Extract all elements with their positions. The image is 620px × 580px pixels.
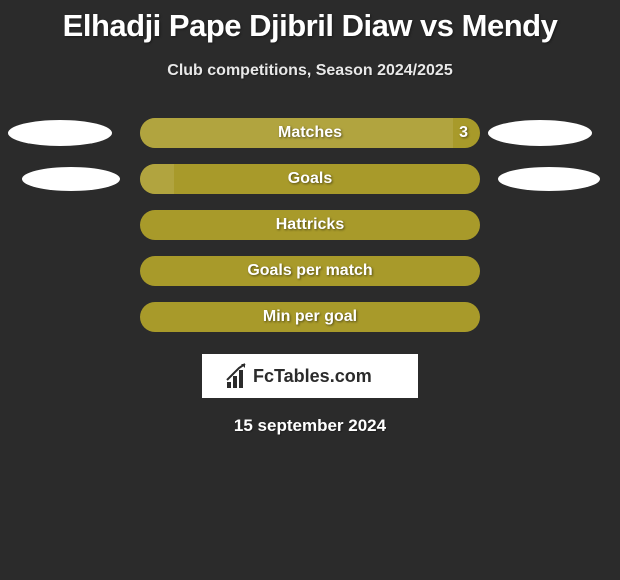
stat-label: Matches — [278, 124, 342, 142]
branding-badge: FcTables.com — [202, 354, 418, 398]
bar-track: Hattricks — [140, 210, 480, 240]
bar-track: Matches 3 — [140, 118, 480, 148]
fctables-logo: FcTables.com — [225, 362, 395, 390]
bar-fill — [140, 164, 174, 194]
player-left-ellipse — [8, 120, 112, 146]
stat-row-min-per-goal: Min per goal — [0, 302, 620, 332]
branding-text: FcTables.com — [253, 366, 372, 386]
player-right-ellipse — [498, 167, 600, 191]
stat-row-goals-per-match: Goals per match — [0, 256, 620, 286]
bar-track: Goals per match — [140, 256, 480, 286]
subtitle: Club competitions, Season 2024/2025 — [0, 62, 620, 80]
date-label: 15 september 2024 — [0, 416, 620, 436]
stat-row-goals: Goals — [0, 164, 620, 194]
page-title: Elhadji Pape Djibril Diaw vs Mendy — [0, 0, 620, 44]
stat-right-value: 3 — [459, 124, 468, 142]
stat-label: Goals per match — [247, 262, 372, 280]
stats-chart: Matches 3 Goals Hattricks Goals per matc… — [0, 118, 620, 332]
stat-label: Min per goal — [263, 308, 357, 326]
stat-label: Goals — [288, 170, 332, 188]
player-left-ellipse — [22, 167, 120, 191]
bar-track: Min per goal — [140, 302, 480, 332]
bar-track: Goals — [140, 164, 480, 194]
stat-row-matches: Matches 3 — [0, 118, 620, 148]
player-right-ellipse — [488, 120, 592, 146]
stat-row-hattricks: Hattricks — [0, 210, 620, 240]
stat-label: Hattricks — [276, 216, 344, 234]
